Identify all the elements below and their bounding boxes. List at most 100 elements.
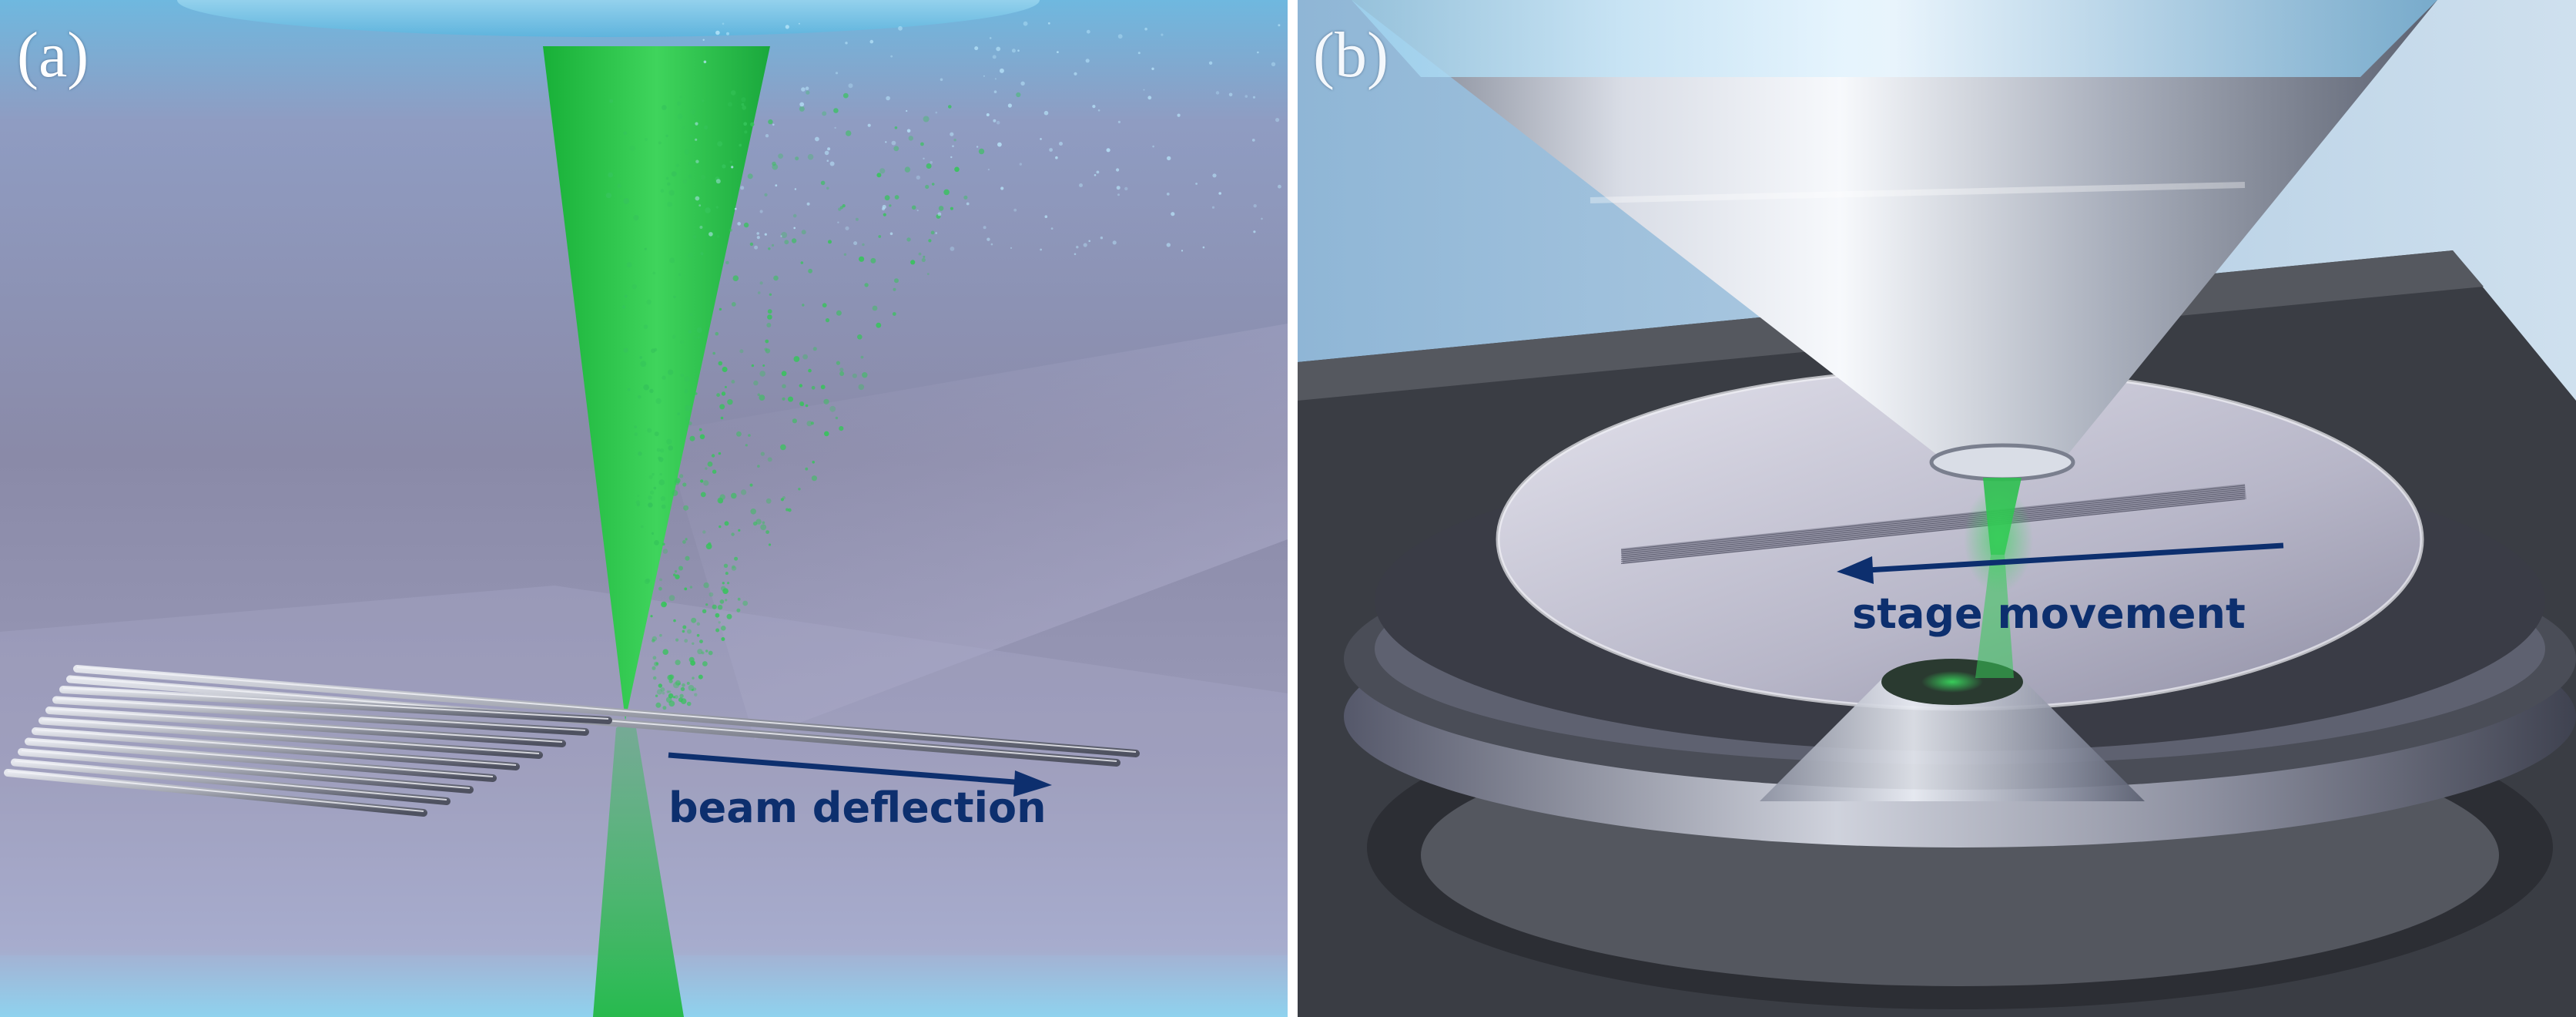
sparkle-dot [1143,89,1145,91]
sparkle-dot [1074,72,1077,76]
scatter-particle [685,538,688,541]
scatter-particle [743,122,748,126]
sparkle-dot [1181,250,1184,252]
scatter-particle [637,495,640,497]
sparkle-dot [715,179,721,184]
scatter-particle [692,642,695,645]
scatter-particle [759,281,763,285]
sparkle-dot [1049,148,1053,152]
sparkle-dot [815,136,819,142]
scatter-particle [768,119,773,125]
scatter-particle [653,347,658,352]
scatter-particle [700,479,704,483]
scatter-particle [925,184,930,190]
scatter-particle [722,582,725,585]
sparkle-dot [1124,186,1128,191]
scatter-particle [669,257,675,263]
scatter-particle [773,275,779,281]
scatter-particle [660,495,666,502]
scatter-particle [719,404,725,410]
sparkle-dot [906,109,908,112]
scatter-particle [724,385,727,388]
sparkle-dot [1013,208,1017,212]
scatter-particle [767,314,772,320]
scatter-particle [801,230,806,235]
scatter-particle [696,622,700,626]
scatter-particle [857,334,863,340]
scatter-particle [673,696,675,699]
scatter-particle [672,334,676,339]
scatter-particle [686,701,692,707]
sparkle-dot [1167,156,1171,161]
sparkle-dot [1228,92,1233,97]
scatter-particle [659,473,662,476]
sparkle-dot [715,30,720,35]
sparkle-dot [824,150,829,156]
scatter-particle [806,421,812,427]
scatter-particle [920,142,924,146]
scatter-particle [690,109,696,115]
scatter-particle [732,565,735,569]
scatter-particle [715,628,720,633]
sparkle-dot [1007,103,1012,108]
scatter-particle [725,572,729,576]
scatter-particle [679,474,684,478]
scatter-particle [691,689,694,691]
scatter-particle [1016,92,1021,98]
scatter-particle [646,299,652,305]
waveguide-highlight [28,739,494,777]
sparkle-dot [835,72,839,75]
scatter-particle [906,237,911,242]
waveguide-rod [45,707,566,747]
sparkle-dot [1097,109,1100,112]
scatter-particle [739,349,744,354]
scatter-particle [688,174,692,179]
scatter-particle [926,163,932,169]
sparkle-dot [837,221,839,223]
panel-a-illustration [0,0,1288,1017]
scatter-particle [665,696,672,703]
sparkle-dot [993,90,997,93]
scatter-particle [742,600,749,606]
scatter-particle [648,475,653,479]
scatter-particle [872,305,878,311]
scatter-particle [736,431,742,437]
sparkle-dot [1253,204,1257,208]
sparkle-dot [1177,113,1181,117]
scatter-particle [703,582,709,589]
sparkle-dot [780,235,782,237]
scatter-particle [697,336,700,339]
scatter-particle [842,92,849,99]
sparkle-dot [950,132,954,136]
scatter-particle [729,228,732,232]
sparkle-dot [1106,148,1110,153]
sparkle-dot [1117,34,1123,39]
scatter-particle [750,122,755,127]
scatter-particle [784,240,789,245]
scatter-particle [719,307,722,311]
scatter-particle [643,384,649,391]
scatter-particle [685,416,690,421]
sparkle-dot [1202,246,1205,249]
scatter-particle [701,651,705,655]
scatter-particle [923,116,930,123]
scatter-particle [806,90,810,95]
waveguide-rod [32,727,520,770]
panel-a-beam-deflection: (a) beam deflection [0,0,1288,1017]
sparkle-dot [916,210,919,212]
scatter-particle [631,284,637,290]
scatter-particle [792,213,797,218]
scatter-particle [703,125,708,130]
scatter-particle [926,273,930,276]
sparkle-dot [1275,118,1280,123]
scatter-particle [649,388,654,394]
scatter-particle [699,639,703,643]
sparkle-dot [737,222,741,226]
scatter-particle [921,257,926,263]
scatter-particle [685,555,690,561]
scatter-particle [716,235,720,238]
scatter-particle [833,108,839,113]
scatter-particle [682,540,686,544]
scatter-particle [683,505,689,511]
scatter-particle [782,496,786,499]
